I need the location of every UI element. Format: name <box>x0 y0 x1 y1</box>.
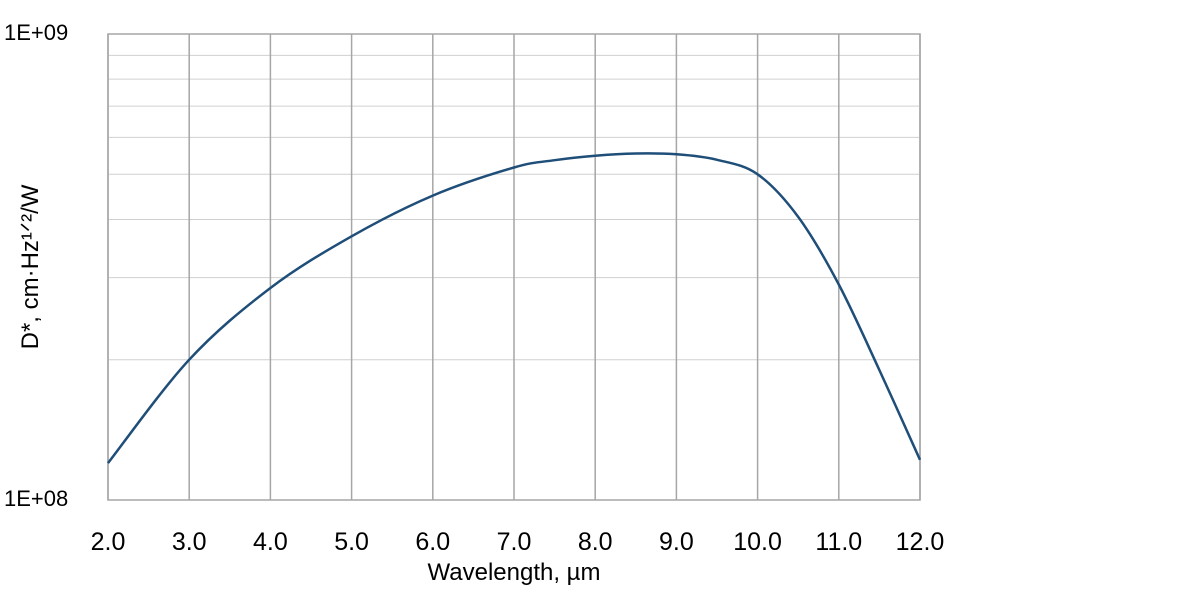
x-tick-label: 7.0 <box>497 528 532 556</box>
x-tick-label: 4.0 <box>253 528 288 556</box>
x-axis-label: Wavelength, µm <box>427 559 600 586</box>
series-layer <box>107 152 922 464</box>
y-tick-label: 1E+08 <box>4 486 68 511</box>
x-tick-label: 11.0 <box>815 528 862 556</box>
x-tick-label: 9.0 <box>659 528 694 556</box>
x-tick-label: 3.0 <box>172 528 207 556</box>
major-gridlines <box>107 34 921 500</box>
y-axis-label: D*, cm·Hz¹ᐟ²/W <box>17 184 44 349</box>
x-tick-label: 8.0 <box>578 528 613 556</box>
x-tick-label: 10.0 <box>733 528 782 556</box>
x-tick-label: 5.0 <box>334 528 369 556</box>
x-tick-label: 6.0 <box>415 528 450 556</box>
x-tick-labels: 2.0 3.0 4.0 5.0 6.0 7.0 8.0 9.0 10.0 11.0 12.0 <box>91 528 945 556</box>
x-tick-label: 12.0 <box>896 528 945 556</box>
series-line <box>107 152 922 464</box>
y-tick-label: 1E+09 <box>4 20 68 45</box>
y-tick-labels: 1E+08 1E+09 <box>4 20 68 511</box>
x-tick-label: 2.0 <box>91 528 126 556</box>
